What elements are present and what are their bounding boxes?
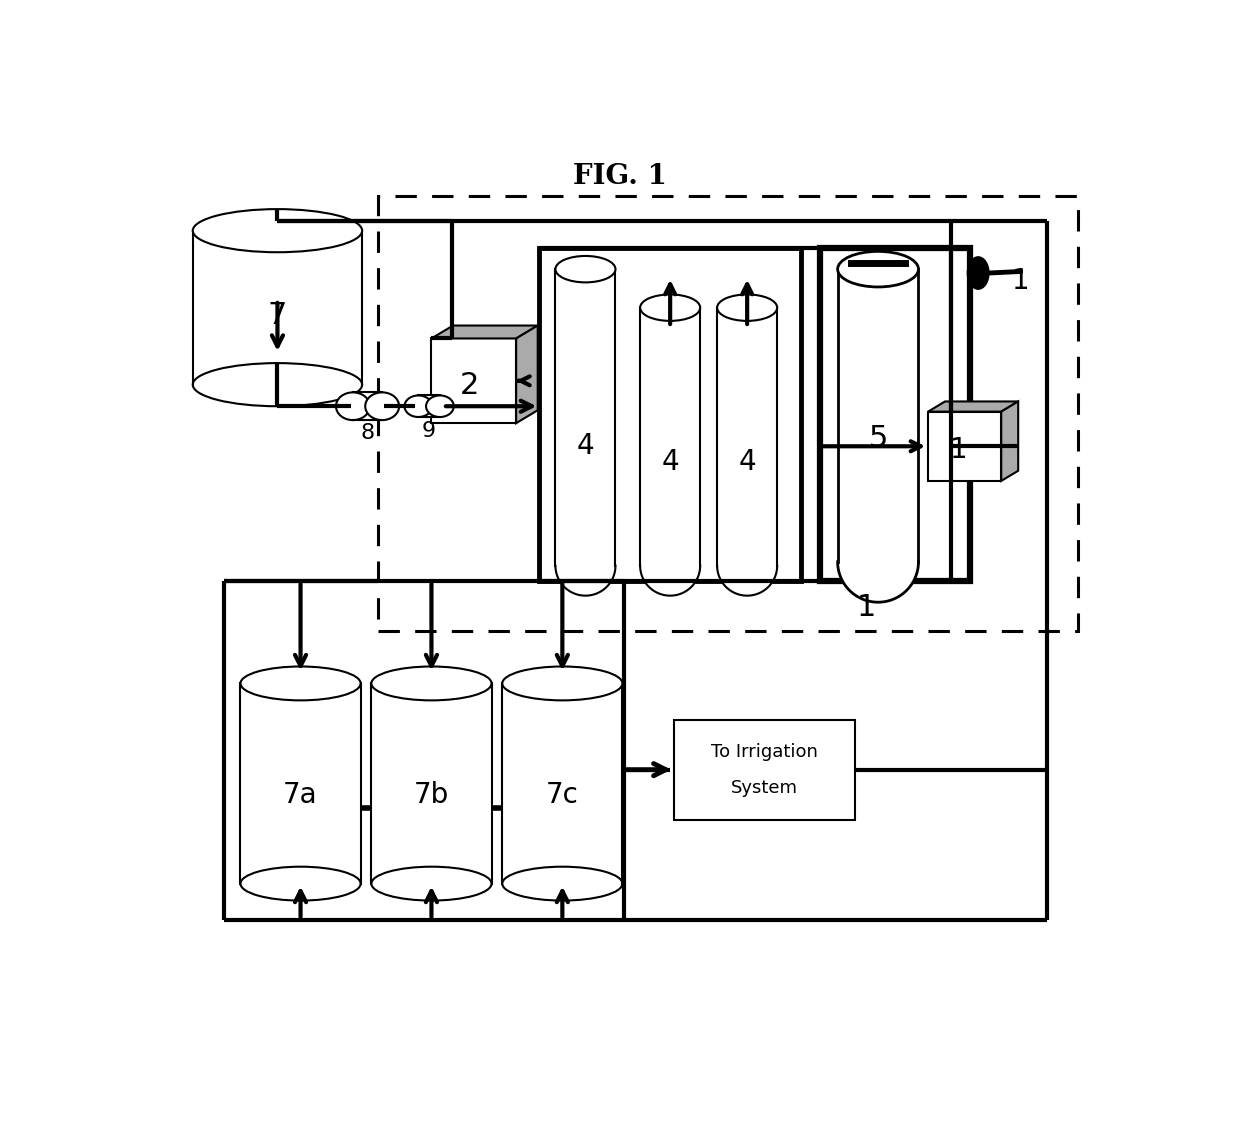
Text: 8: 8 (361, 424, 374, 443)
Bar (675, 719, 854, 819)
Ellipse shape (336, 392, 370, 420)
Bar (353, 392, 382, 420)
Text: 5: 5 (868, 424, 888, 453)
Ellipse shape (502, 867, 622, 901)
Text: 1: 1 (1012, 266, 1029, 295)
Ellipse shape (502, 666, 622, 700)
Polygon shape (717, 308, 777, 596)
Text: 7b: 7b (414, 781, 449, 809)
Ellipse shape (427, 395, 454, 417)
Text: 7c: 7c (546, 781, 579, 809)
Bar (377, 196, 1079, 631)
Polygon shape (640, 308, 701, 596)
Text: FIG. 1: FIG. 1 (573, 163, 667, 190)
Bar (418, 395, 440, 417)
Polygon shape (516, 325, 538, 423)
Ellipse shape (838, 252, 919, 287)
Polygon shape (928, 411, 1001, 480)
Polygon shape (432, 339, 516, 423)
Polygon shape (838, 270, 919, 602)
Ellipse shape (241, 666, 361, 700)
Bar (821, 248, 971, 581)
Polygon shape (1001, 401, 1018, 480)
Text: 7a: 7a (283, 781, 317, 809)
Text: 4: 4 (577, 433, 594, 460)
Text: 4: 4 (661, 448, 680, 476)
Ellipse shape (241, 867, 361, 901)
Ellipse shape (372, 867, 491, 901)
Ellipse shape (372, 666, 491, 700)
Text: 7: 7 (268, 301, 288, 330)
Bar (539, 248, 801, 581)
Ellipse shape (556, 256, 615, 282)
Ellipse shape (404, 395, 433, 417)
Text: 1: 1 (950, 436, 967, 463)
Polygon shape (432, 325, 538, 339)
Polygon shape (556, 270, 615, 596)
Text: System: System (730, 778, 799, 796)
Text: To Irrigation: To Irrigation (711, 742, 818, 760)
Ellipse shape (640, 295, 701, 321)
Ellipse shape (717, 295, 777, 321)
Ellipse shape (967, 257, 990, 289)
Text: 9: 9 (422, 420, 436, 441)
Text: 1: 1 (857, 594, 877, 622)
Ellipse shape (192, 363, 362, 407)
Ellipse shape (192, 210, 362, 253)
Polygon shape (928, 401, 1018, 411)
Ellipse shape (366, 392, 399, 420)
Text: 2: 2 (460, 370, 479, 400)
Text: 4: 4 (738, 448, 756, 476)
